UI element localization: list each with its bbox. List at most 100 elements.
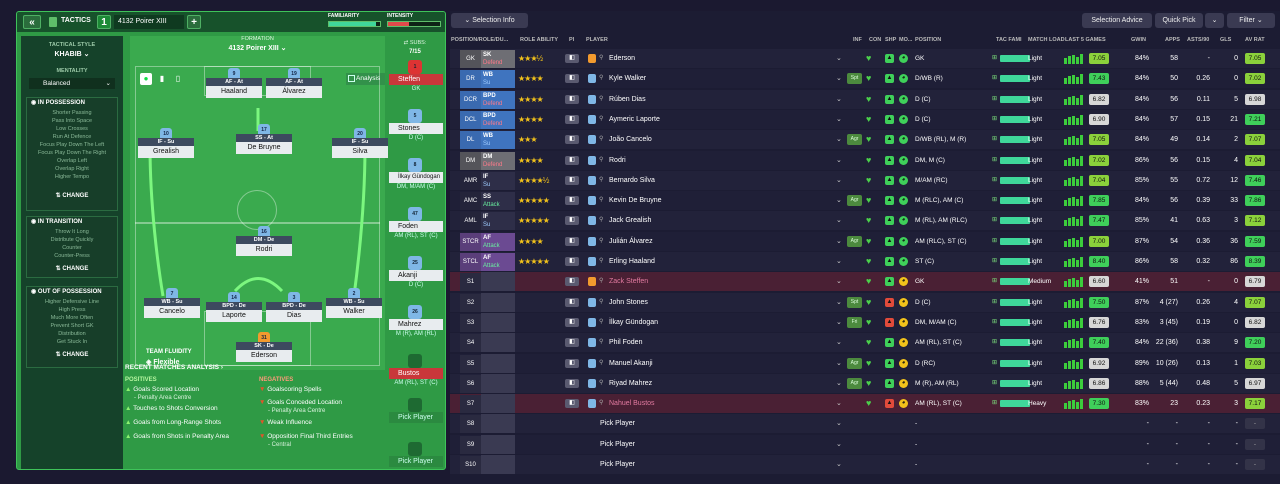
chevron-down-icon[interactable]: ⌄ (836, 95, 842, 103)
chevron-down-icon[interactable]: ⌄ (836, 55, 842, 62)
filter-button[interactable]: Filter ⌄ (1227, 13, 1275, 28)
player-instructions-icon[interactable]: ◧ (565, 135, 579, 145)
column-header[interactable]: ASTS/90 (1187, 37, 1210, 43)
column-header[interactable]: ROLE ABILITY (520, 37, 558, 43)
back-button[interactable]: « (23, 15, 41, 29)
add-tactic-button[interactable]: + (187, 15, 201, 29)
player-name[interactable]: Zack Steffen (609, 278, 649, 286)
chevron-down-icon[interactable]: ⌄ (836, 359, 842, 367)
player-alvarez[interactable]: 19 AF - At Álvarez (266, 68, 322, 98)
player-grealish[interactable]: 10 IF - Su Grealish (138, 128, 194, 158)
column-header[interactable]: CON (869, 37, 882, 43)
tactical-style-dropdown[interactable]: KHABIB ⌄ (21, 50, 123, 58)
chevron-down-icon[interactable]: ⌄ (836, 278, 842, 286)
column-header[interactable]: APPS (1165, 37, 1180, 43)
player-instructions-icon[interactable]: ◧ (565, 297, 579, 307)
role-duty-selector[interactable]: IF Su (481, 171, 515, 190)
table-row[interactable]: AMC SS Attack ★★★★★ ◧ ⚲ Kevin De Bruyne ⌄ Agr ♥ ▲ ◕… (450, 191, 1280, 211)
role-duty-selector[interactable]: SS Attack (481, 192, 515, 211)
column-header[interactable]: TAC FAMI (996, 37, 1022, 43)
table-row[interactable]: STCR AF Attack ★★★★ ◧ ⚲ Julián Álvarez ⌄ Agr ♥ ▲ ◕ 7… (450, 231, 1280, 251)
player-instructions-icon[interactable]: ◧ (565, 94, 579, 104)
analysis-title[interactable]: RECENT MATCHES ANALYSIS › (125, 364, 224, 371)
chevron-down-icon[interactable]: ⌄ (836, 156, 842, 164)
chevron-down-icon[interactable]: ⌄ (836, 339, 842, 347)
player-instructions-icon[interactable]: ◧ (565, 196, 579, 206)
chevron-down-icon[interactable]: ⌄ (836, 379, 842, 387)
player-name[interactable]: Ederson (609, 55, 636, 62)
chevron-down-icon[interactable]: ⌄ (836, 75, 842, 83)
sub-slot-9[interactable]: Pick Player (389, 442, 443, 469)
column-header[interactable]: POSITION (915, 37, 942, 43)
column-header[interactable]: LAST 5 GAMES (1065, 37, 1106, 43)
chevron-down-icon[interactable]: ⌄ (836, 115, 842, 123)
chevron-down-icon[interactable]: ⌄ (836, 461, 842, 468)
player-laporte[interactable]: 14 BPD - De Laporte (206, 292, 262, 322)
pitch-view-button[interactable]: ▯ (172, 73, 184, 85)
table-row[interactable]: S8 Pick Player ⌄ - - - - - - (450, 414, 1280, 434)
table-row[interactable]: DL WB Su ★★★ ◧ ⚲ João Cancelo ⌄ Agr ♥ ▲ ◕ 7.05 ⊞ D/WB … (450, 130, 1280, 150)
player-name[interactable]: Phil Foden (609, 339, 643, 347)
out-of-possession-change-button[interactable]: ⇅ CHANGE (55, 352, 89, 358)
tactic-slot-button[interactable]: 1 (97, 15, 111, 29)
chevron-down-icon[interactable]: ⌄ (836, 440, 842, 448)
player-name[interactable]: Jack Grealish (609, 217, 652, 225)
selection-info-dropdown[interactable]: ⌄ Selection Info (451, 13, 528, 28)
player-instructions-icon[interactable]: ◧ (565, 399, 579, 409)
table-row[interactable]: DM DM Defend ★★★★ ◧ ⚲ Rodri ⌄ ♥ ▲ ◕ 7.02 ⊞ DM, M (C) L… (450, 150, 1280, 170)
player-name[interactable]: Rodri (609, 156, 626, 164)
table-row[interactable]: AMR IF Su ★★★★½ ◧ ⚲ Bernardo Silva ⌄ ♥ ▲ ◕ 7.04 ⊞ M/A… (450, 170, 1280, 190)
player-dias[interactable]: 3 BPD - De Dias (266, 292, 322, 322)
role-duty-selector[interactable]: BPD Defend (481, 110, 515, 129)
role-duty-selector[interactable]: BPD Defend (481, 90, 515, 109)
table-row[interactable]: AML IF Su ★★★★★ ◧ ⚲ Jack Grealish ⌄ ♥ ▲ ◕ 7.47 ⊞ M (R… (450, 211, 1280, 231)
role-duty-selector[interactable]: SK Defend (481, 50, 515, 68)
chevron-down-icon[interactable]: ⌄ (836, 298, 842, 306)
table-row[interactable]: S3 ◧ ⚲ İlkay Gündogan ⌄ Fri ♥ ▲ ◕ 6.76 ⊞ DM, M/AM (… (450, 312, 1280, 332)
player-name[interactable]: Bernardo Silva (609, 176, 655, 184)
player-haaland[interactable]: 9 AF - At Haaland (206, 68, 262, 98)
table-row[interactable]: DR WB Su ★★★★ ◧ ⚲ Kyle Walker ⌄ Spt ♥ ▲ ◕ 7.43 ⊞ D/WB … (450, 69, 1280, 89)
sub-slot-4[interactable]: 47 Foden AM (RL), ST (C) (389, 207, 443, 255)
player-instructions-icon[interactable]: ◧ (565, 358, 579, 368)
sub-slot-3[interactable]: 8 İlkay Gündogan DM, M/AM (C) (389, 158, 443, 206)
column-header[interactable]: POSITION/ROLE/DU... (451, 37, 509, 43)
table-row[interactable]: S7 ◧ ⚲ Nahuel Bustos ⌄ ♥ ▲ ◕ 7.30 ⊞ AM (RL), ST (C… (450, 394, 1280, 414)
column-header[interactable]: MATCH LOAD (1028, 37, 1065, 43)
formation-dropdown[interactable]: 4132 Poirer XIII (114, 15, 184, 29)
quick-pick-button[interactable]: Quick Pick (1155, 13, 1203, 28)
table-row[interactable]: S9 Pick Player ⌄ - - - - - - (450, 434, 1280, 454)
sub-slot-5[interactable]: 25 Akanji D (C) (389, 256, 443, 304)
player-name[interactable]: Pick Player (600, 461, 636, 468)
player-instructions-icon[interactable]: ◧ (565, 257, 579, 266)
analysis-toggle[interactable]: Analysis (346, 73, 385, 85)
player-instructions-icon[interactable]: ◧ (565, 277, 579, 287)
table-row[interactable]: GK SK Defend ★★★½ ◧ ⚲ Ederson ⌄ ♥ ▲ ◕ 7.05 ⊞ GK Light 8… (450, 49, 1280, 68)
player-instructions-icon[interactable]: ◧ (565, 54, 579, 63)
player-instructions-icon[interactable]: ◧ (565, 378, 579, 388)
table-row[interactable]: S2 ◧ ⚲ John Stones ⌄ Spt ♥ ▲ ◕ 7.50 ⊞ D (C) Light 87%… (450, 292, 1280, 312)
player-instructions-icon[interactable]: ◧ (565, 175, 579, 185)
player-rodri[interactable]: 16 DM - De Rodri (236, 226, 292, 256)
stats-view-button[interactable]: ▮ (156, 73, 168, 85)
column-header[interactable]: GLS (1220, 37, 1232, 43)
chevron-down-icon[interactable]: ⌄ (836, 420, 842, 428)
column-header[interactable]: PLAYER (586, 37, 608, 43)
player-name[interactable]: Kyle Walker (609, 75, 647, 83)
chevron-down-icon[interactable]: ⌄ (836, 318, 842, 326)
player-instructions-icon[interactable]: ◧ (565, 236, 579, 246)
chevron-down-icon[interactable]: ⌄ (836, 217, 842, 225)
chevron-down-icon[interactable]: ⌄ (836, 176, 842, 184)
table-row[interactable]: S6 ◧ ⚲ Riyad Mahrez ⌄ Agr ♥ ▲ ◕ 6.86 ⊞ M (R), AM (R… (450, 373, 1280, 393)
role-duty-selector[interactable]: DM Defend (481, 151, 515, 170)
column-header[interactable]: SHP (885, 37, 897, 43)
player-cancelo[interactable]: 7 WB - Su Cancelo (144, 288, 200, 318)
player-name[interactable]: Rúben Dias (609, 95, 646, 103)
player-instructions-icon[interactable]: ◧ (565, 74, 579, 84)
sub-slot-6[interactable]: 26 Mahrez M (R), AM (RL) (389, 305, 443, 353)
role-duty-selector[interactable]: IF Su (481, 212, 515, 231)
table-row[interactable]: DCR BPD Defend ★★★★ ◧ ⚲ Rúben Dias ⌄ ♥ ▲ ◕ 6.82 ⊞ D (… (450, 89, 1280, 109)
chevron-down-icon[interactable]: ⌄ (836, 400, 842, 408)
chevron-down-icon[interactable]: ⌄ (836, 258, 842, 265)
player-instructions-icon[interactable]: ◧ (565, 114, 579, 124)
